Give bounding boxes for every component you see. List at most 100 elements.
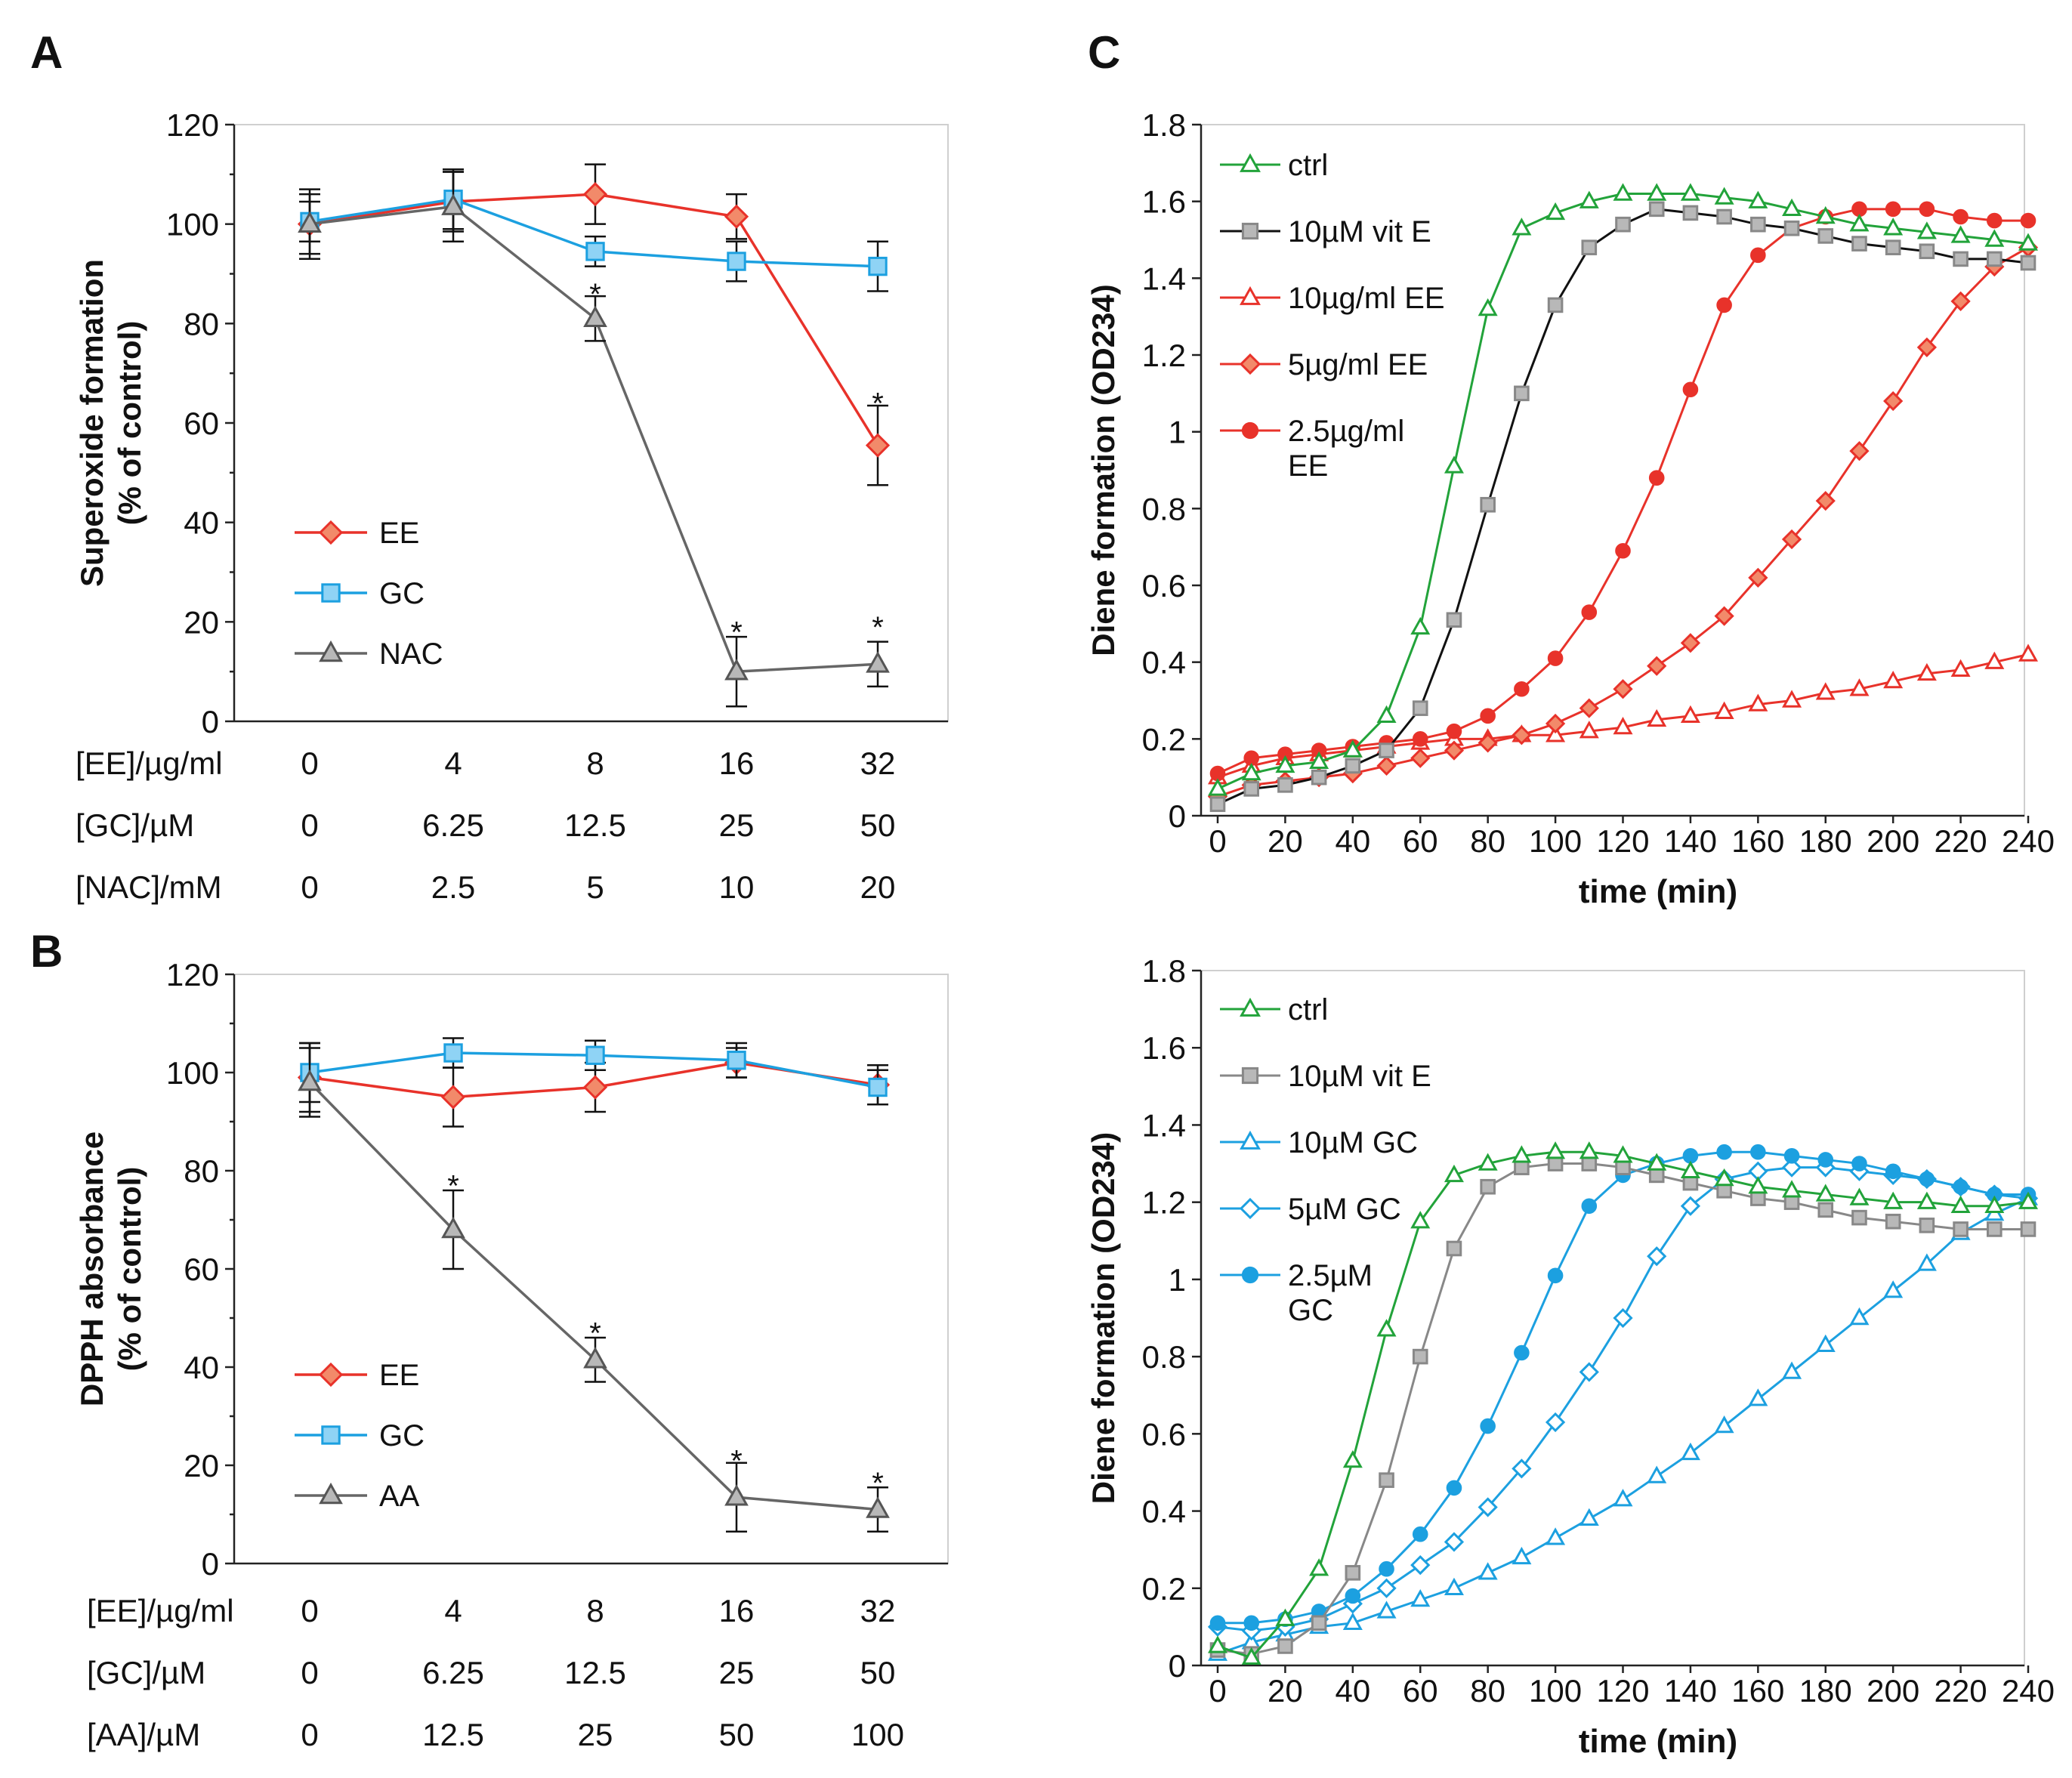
data-point [1478, 298, 1498, 316]
data-point [582, 1075, 608, 1100]
y-axis-title: Diene formation (OD234) [1085, 284, 1121, 656]
data-point [1716, 297, 1732, 313]
y-tick-label: 0.6 [1142, 568, 1186, 603]
panel-letter: A [30, 27, 63, 78]
data-point [1376, 1578, 1397, 1598]
data-point [1379, 1560, 1394, 1577]
panel-d: 0 0.2 0.4 0.6 0.8 1 1.2 1.4 1.6 1.8 0 20 40 60 80 100 12… [1085, 953, 2055, 1760]
y-axis-title-line1: Superoxide formation [74, 259, 110, 587]
x-tick-label: 60 [1403, 823, 1438, 859]
data-point [1209, 1615, 1226, 1631]
y-tick-label: 1 [1169, 1262, 1186, 1298]
data-point [1680, 1196, 1701, 1216]
data-point [1446, 1240, 1462, 1257]
data-point [1613, 1489, 1633, 1507]
data-point [1379, 1472, 1394, 1488]
legend-item: NAC [295, 637, 443, 671]
category-row-value: 8 [586, 745, 604, 781]
legend-label: AA [379, 1480, 420, 1513]
category-row-value: 12.5 [564, 807, 626, 843]
data-point [1547, 650, 1564, 666]
data-point [1682, 1148, 1699, 1164]
legend-item: GC [295, 1419, 425, 1452]
legend-item: 5µM GC [1220, 1193, 1401, 1226]
data-point [1851, 236, 1867, 252]
data-point [1615, 216, 1631, 233]
data-point [1782, 690, 1802, 708]
y-tick-label: 40 [184, 1350, 219, 1385]
data-point [1781, 1157, 1802, 1178]
series-line-group [1209, 201, 2036, 782]
legend-label: 10µM vit E [1288, 1060, 1431, 1093]
legend-marker [321, 1425, 341, 1445]
x-tick-label: 80 [1470, 823, 1505, 859]
data-point [1376, 1319, 1397, 1337]
data-point [1209, 765, 1226, 782]
series-line-group [1209, 1144, 2036, 1631]
significance-mark: * [730, 1445, 743, 1478]
data-point [1682, 205, 1699, 221]
data-point [1919, 201, 1935, 218]
category-row-value: 25 [578, 1717, 613, 1752]
legend-item: EE [295, 517, 419, 550]
data-point [1916, 662, 1937, 681]
data-point [1883, 1191, 1904, 1209]
data-point [1613, 183, 1633, 201]
category-row-value: 25 [719, 807, 755, 843]
y-tick-label: 0.8 [1142, 491, 1186, 526]
series-line-group [1207, 1141, 2039, 1665]
data-point [1986, 1221, 2003, 1237]
data-point [1682, 381, 1699, 398]
data-point [1815, 682, 1836, 700]
y-tick-label: 60 [184, 1252, 219, 1287]
data-point [1849, 440, 1870, 461]
series-aa [298, 1047, 890, 1533]
y-tick-label: 80 [184, 306, 219, 341]
significance-mark: * [730, 616, 743, 650]
x-tick-label: 0 [1209, 823, 1226, 859]
series-line-group [1207, 1157, 2039, 1641]
data-point [1885, 239, 1901, 255]
data-point [1412, 1348, 1428, 1365]
legend-marker [1239, 353, 1261, 375]
significance-mark: * [872, 611, 884, 644]
legend-label: 10µM vit E [1288, 215, 1431, 248]
legend-marker [1239, 1197, 1261, 1220]
data-point [1750, 247, 1766, 264]
data-point [1512, 1546, 1532, 1565]
data-point [1446, 723, 1462, 739]
series-line [1217, 653, 2029, 779]
category-row-value: 32 [860, 1593, 896, 1628]
series-nac [298, 171, 890, 708]
x-tick-label: 180 [1799, 823, 1852, 859]
data-point [2020, 1221, 2036, 1237]
data-point [1916, 1191, 1937, 1209]
data-point [1309, 751, 1329, 770]
data-point [1714, 1168, 1734, 1187]
data-point [1579, 190, 1599, 208]
y-tick-label: 0.8 [1142, 1339, 1186, 1375]
category-row-value: 12.5 [422, 1717, 484, 1752]
x-tick-label: 240 [2002, 1673, 2055, 1709]
data-point [1410, 1211, 1431, 1229]
category-row-value: 4 [444, 745, 462, 781]
data-point [1953, 1221, 1969, 1237]
data-point [1883, 390, 1904, 412]
x-tick-label: 200 [1867, 1673, 1919, 1709]
y-tick-label: 1.4 [1142, 1107, 1186, 1143]
data-point [2018, 1191, 2039, 1209]
data-point [1647, 1153, 1667, 1171]
category-row-label: [AA]/µM [87, 1717, 200, 1752]
data-point [1209, 796, 1226, 813]
data-point [1984, 1195, 2005, 1213]
data-point [1478, 1497, 1498, 1517]
x-tick-label: 60 [1403, 1673, 1438, 1709]
data-point [1514, 1344, 1530, 1361]
data-point [1748, 567, 1768, 588]
x-tick-label: 100 [1529, 1673, 1582, 1709]
data-point [866, 651, 890, 673]
data-point [1277, 1638, 1293, 1654]
data-point [724, 204, 749, 229]
